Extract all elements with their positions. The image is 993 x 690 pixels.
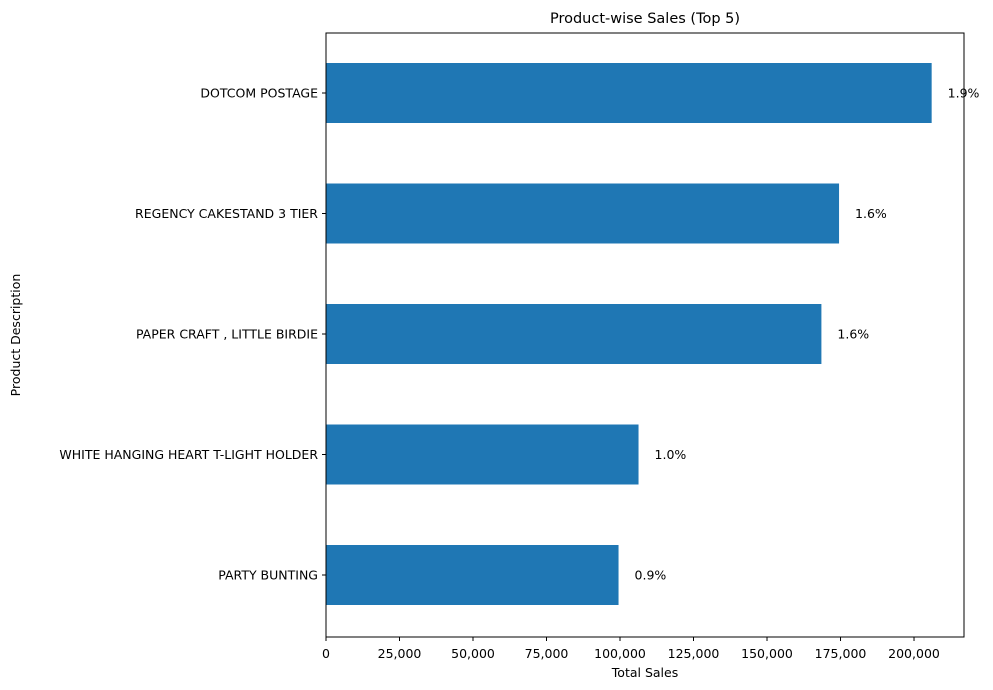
- data-labels-layer: 1.9%1.6%1.6%1.0%0.9%: [635, 86, 980, 583]
- plot-frame: [325, 32, 965, 638]
- x-tick-label: 200,000: [888, 646, 940, 661]
- x-tick-label: 175,000: [815, 646, 867, 661]
- data-label: 0.9%: [635, 568, 667, 583]
- data-label: 1.6%: [855, 206, 887, 221]
- data-label: 1.0%: [655, 447, 687, 462]
- x-tick-label: 0: [322, 646, 330, 661]
- x-axis-layer: 0 25,000 50,000 75,000 100,000 125,000 150,000…: [322, 637, 940, 661]
- category-labels-layer: DOTCOM POSTAGE REGENCY CAKESTAND 3 TIER PA…: [59, 86, 318, 583]
- x-tick-label: 125,000: [668, 646, 720, 661]
- bar: [326, 304, 822, 364]
- bar: [326, 545, 619, 605]
- x-tick-label: 75,000: [525, 646, 569, 661]
- y-axis-title: Product Description: [8, 274, 23, 397]
- x-tick-label: 100,000: [594, 646, 646, 661]
- bar: [326, 63, 932, 123]
- category-label: PAPER CRAFT , LITTLE BIRDIE: [136, 327, 318, 342]
- x-tick-label: 50,000: [451, 646, 495, 661]
- bar: [326, 424, 639, 485]
- category-label: REGENCY CAKESTAND 3 TIER: [135, 206, 318, 221]
- chart-title: Product-wise Sales (Top 5): [550, 11, 740, 27]
- data-label: 1.6%: [837, 327, 869, 342]
- bar: [326, 183, 840, 244]
- x-tick-label: 150,000: [741, 646, 793, 661]
- y-axis-layer: [322, 92, 326, 576]
- category-label: DOTCOM POSTAGE: [200, 86, 318, 101]
- x-axis-title: Total Sales: [611, 665, 678, 680]
- category-label: WHITE HANGING HEART T-LIGHT HOLDER: [59, 447, 318, 462]
- x-tick-label: 25,000: [378, 646, 422, 661]
- category-label: PARTY BUNTING: [218, 568, 318, 583]
- bars-layer: [326, 63, 932, 605]
